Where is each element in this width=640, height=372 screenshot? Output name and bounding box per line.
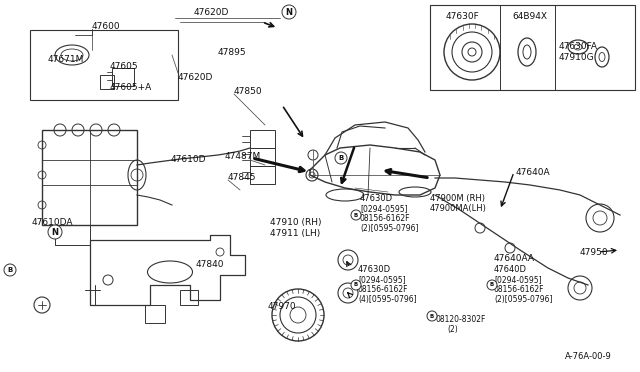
Text: 47900M (RH): 47900M (RH) bbox=[430, 194, 485, 203]
Text: B: B bbox=[430, 314, 434, 318]
Text: 47630FA: 47630FA bbox=[559, 42, 598, 51]
Circle shape bbox=[282, 5, 296, 19]
Text: 47640AA: 47640AA bbox=[494, 254, 535, 263]
Text: N: N bbox=[51, 228, 58, 237]
Text: 47630D: 47630D bbox=[360, 194, 393, 203]
Bar bbox=[30, 30, 178, 100]
Bar bbox=[100, 75, 114, 89]
Bar bbox=[250, 130, 275, 148]
Bar bbox=[55, 225, 90, 245]
Text: (4)[0595-0796]: (4)[0595-0796] bbox=[358, 295, 417, 304]
Text: 47640A: 47640A bbox=[516, 168, 550, 177]
Bar bbox=[250, 148, 275, 166]
Text: 47620D: 47620D bbox=[194, 8, 229, 17]
Text: 47970: 47970 bbox=[268, 302, 296, 311]
Text: B: B bbox=[8, 267, 13, 273]
Text: (2)[0595-0796]: (2)[0595-0796] bbox=[360, 224, 419, 233]
Text: 47600: 47600 bbox=[92, 22, 120, 31]
Circle shape bbox=[487, 280, 497, 290]
Text: (2): (2) bbox=[447, 325, 458, 334]
Text: 47610D: 47610D bbox=[171, 155, 207, 164]
Circle shape bbox=[335, 152, 347, 164]
Text: 47850: 47850 bbox=[234, 87, 262, 96]
Text: B: B bbox=[490, 282, 494, 288]
Text: B: B bbox=[354, 212, 358, 218]
Circle shape bbox=[4, 264, 16, 276]
Text: 47671M: 47671M bbox=[48, 55, 84, 64]
Text: 47605+A: 47605+A bbox=[110, 83, 152, 92]
Text: 47610DA: 47610DA bbox=[32, 218, 74, 227]
Bar bbox=[112, 68, 134, 86]
Text: 47910G: 47910G bbox=[559, 53, 595, 62]
Text: 47620D: 47620D bbox=[178, 73, 213, 82]
Text: 08120-8302F: 08120-8302F bbox=[435, 315, 485, 324]
Text: 47910 (RH): 47910 (RH) bbox=[270, 218, 321, 227]
Circle shape bbox=[48, 225, 62, 239]
Text: [0294-0595]: [0294-0595] bbox=[358, 275, 406, 284]
Text: B: B bbox=[354, 282, 358, 288]
Text: 47630D: 47630D bbox=[358, 265, 391, 274]
Text: 47840: 47840 bbox=[196, 260, 225, 269]
Text: A-76A-00-9: A-76A-00-9 bbox=[565, 352, 612, 361]
Text: 47911 (LH): 47911 (LH) bbox=[270, 229, 320, 238]
Text: 08156-6162F: 08156-6162F bbox=[494, 285, 545, 294]
Bar bbox=[250, 166, 275, 184]
Text: 47487M: 47487M bbox=[225, 152, 261, 161]
Text: 47640D: 47640D bbox=[494, 265, 527, 274]
Text: 47630F: 47630F bbox=[446, 12, 480, 21]
Bar bbox=[430, 5, 635, 90]
Text: 47900MA(LH): 47900MA(LH) bbox=[430, 204, 487, 213]
Text: (2)[0595-0796]: (2)[0595-0796] bbox=[494, 295, 552, 304]
Text: 64B94X: 64B94X bbox=[512, 12, 547, 21]
Bar bbox=[42, 130, 137, 225]
Text: 47950: 47950 bbox=[580, 248, 609, 257]
Circle shape bbox=[427, 311, 437, 321]
Text: N: N bbox=[285, 7, 292, 16]
Text: [0294-0595]: [0294-0595] bbox=[494, 275, 541, 284]
Text: B: B bbox=[339, 155, 344, 161]
Circle shape bbox=[351, 210, 361, 220]
Bar bbox=[180, 290, 198, 305]
Bar bbox=[145, 305, 165, 323]
Circle shape bbox=[351, 280, 361, 290]
Text: 47895: 47895 bbox=[218, 48, 246, 57]
Text: [0294-0595]: [0294-0595] bbox=[360, 204, 408, 213]
Text: 47845: 47845 bbox=[228, 173, 257, 182]
Text: 47605: 47605 bbox=[110, 62, 139, 71]
Text: 08156-6162F: 08156-6162F bbox=[360, 214, 410, 223]
Text: 08156-6162F: 08156-6162F bbox=[358, 285, 408, 294]
